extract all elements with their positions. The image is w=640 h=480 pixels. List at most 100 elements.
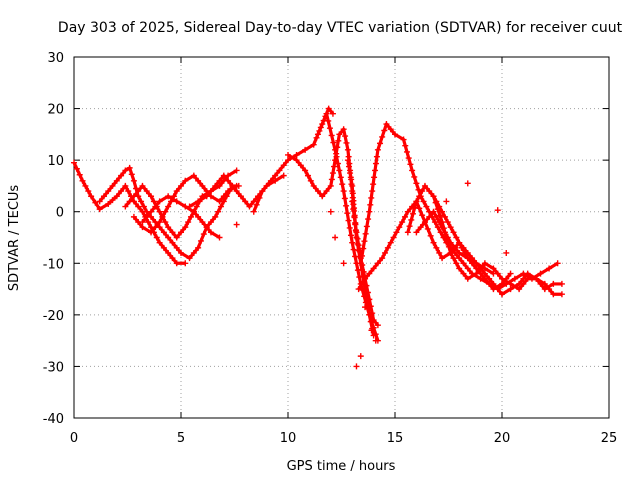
data-point: [558, 280, 565, 287]
data-point: [139, 224, 146, 231]
data-point: [490, 286, 497, 293]
y-tick-label: 20: [47, 103, 64, 118]
data-point: [554, 260, 561, 267]
x-tick-label: 5: [177, 431, 185, 446]
data-point: [400, 136, 407, 143]
data-point: [302, 146, 309, 153]
data-point: [426, 213, 433, 220]
data-point: [413, 229, 420, 236]
data-point: [384, 244, 391, 251]
data-point: [326, 125, 333, 132]
data-point: [197, 237, 204, 244]
data-point: [212, 182, 219, 189]
data-point: [354, 235, 361, 242]
data-point: [263, 182, 270, 189]
data-point: [195, 177, 202, 184]
data-point: [456, 239, 463, 246]
data-point: [436, 219, 443, 226]
data-point: [416, 193, 423, 200]
data-point: [520, 270, 527, 277]
data-point: [307, 177, 314, 184]
data-point: [499, 291, 505, 298]
data-point: [520, 280, 527, 287]
data-point: [370, 332, 377, 339]
data-point: [511, 275, 518, 282]
data-point: [477, 270, 484, 277]
data-point: [217, 203, 224, 210]
data-point: [464, 265, 471, 272]
data-point: [439, 255, 446, 262]
data-point: [499, 280, 505, 287]
data-point: [366, 270, 373, 277]
data-point: [409, 210, 416, 217]
data-point: [173, 198, 180, 205]
data-point: [342, 133, 349, 140]
data-point: [253, 201, 260, 208]
data-point: [411, 173, 418, 180]
data-point: [156, 208, 163, 215]
data-point: [490, 265, 497, 272]
data-point: [332, 146, 339, 153]
data-point: [377, 140, 384, 147]
data-point: [96, 206, 103, 213]
data-point: [417, 224, 424, 231]
y-tick-label: -30: [43, 360, 64, 375]
data-point: [411, 204, 418, 211]
data-point: [382, 249, 389, 256]
data-point: [368, 194, 375, 201]
data-point: [203, 193, 210, 200]
series-arc-5: [139, 193, 223, 241]
data-point: [461, 249, 468, 256]
data-point: [413, 180, 420, 187]
data-point: [363, 282, 370, 289]
data-point: [109, 197, 116, 204]
data-point: [387, 126, 394, 133]
isolated-point: [233, 221, 240, 228]
data-point: [165, 193, 172, 200]
data-point: [216, 234, 223, 241]
data-point: [169, 239, 176, 246]
data-point: [373, 153, 380, 160]
data-point: [336, 131, 343, 138]
data-point: [507, 270, 514, 277]
data-point: [85, 188, 92, 195]
data-point: [464, 275, 471, 282]
data-point: [153, 234, 160, 241]
data-point: [325, 105, 332, 112]
data-point: [125, 188, 132, 195]
data-point: [445, 243, 452, 250]
data-point: [348, 176, 355, 183]
data-point: [372, 160, 379, 167]
data-point: [178, 249, 184, 256]
data-point: [250, 198, 257, 205]
data-point: [126, 164, 133, 171]
data-point: [383, 121, 390, 128]
series-arc-1: [71, 159, 189, 267]
data-point: [444, 234, 451, 241]
data-point: [490, 270, 497, 277]
data-point: [409, 167, 416, 174]
data-point: [173, 244, 180, 251]
data-point: [456, 265, 463, 272]
ticks: [73, 56, 610, 419]
data-point: [396, 224, 403, 231]
data-point: [220, 172, 227, 179]
data-point: [159, 213, 166, 220]
data-point: [96, 198, 103, 205]
data-point: [304, 172, 311, 179]
data-point: [314, 188, 321, 195]
data-point: [73, 165, 80, 172]
data-point: [420, 198, 427, 205]
data-point: [340, 188, 347, 195]
data-point: [203, 224, 210, 231]
data-point: [186, 203, 193, 210]
isolated-point: [357, 353, 364, 360]
data-point: [379, 255, 386, 262]
data-point: [122, 167, 129, 174]
data-point: [165, 224, 172, 231]
data-point: [105, 188, 112, 195]
data-point: [140, 203, 147, 210]
data-point: [356, 274, 363, 281]
data-point: [285, 157, 291, 164]
data-point: [207, 188, 214, 195]
